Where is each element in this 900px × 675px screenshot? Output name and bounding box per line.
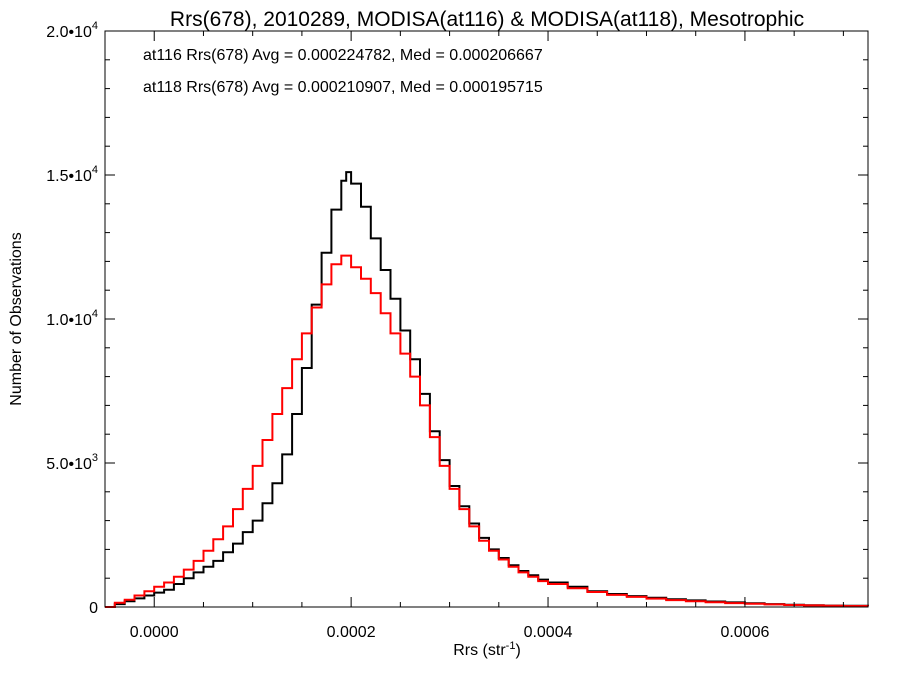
ticks-layer: 0.0000 0.0002 0.0004 0.0006 0 5.0•103 1.0•104 1… [46,20,868,641]
x-axis-label: Rrs (str-1) [453,640,521,659]
x-axis-label-superscript: -1 [506,640,516,652]
y-tick-label: 5.0•103 [46,452,98,473]
y-tick-label: 0 [89,600,98,617]
y-tick-label: 2.0•104 [46,20,98,41]
x-tick-label: 0.0006 [720,624,769,641]
annotation-at116: at116 Rrs(678) Avg = 0.000224782, Med = … [143,47,543,64]
chart-title: Rrs(678), 2010289, MODISA(at116) & MODIS… [170,8,804,31]
x-tick-label: 0.0002 [327,624,376,641]
y-tick-label: 1.5•104 [46,164,98,185]
x-tick-label: 0.0000 [130,624,179,641]
histogram-series-2 [105,254,869,608]
y-axis-label: Number of Observations [8,232,25,405]
annotation-at118: at118 Rrs(678) Avg = 0.000210907, Med = … [143,79,543,96]
series-layer [105,171,869,608]
y-tick-label: 1.0•104 [46,308,98,329]
x-tick-label: 0.0004 [524,624,573,641]
